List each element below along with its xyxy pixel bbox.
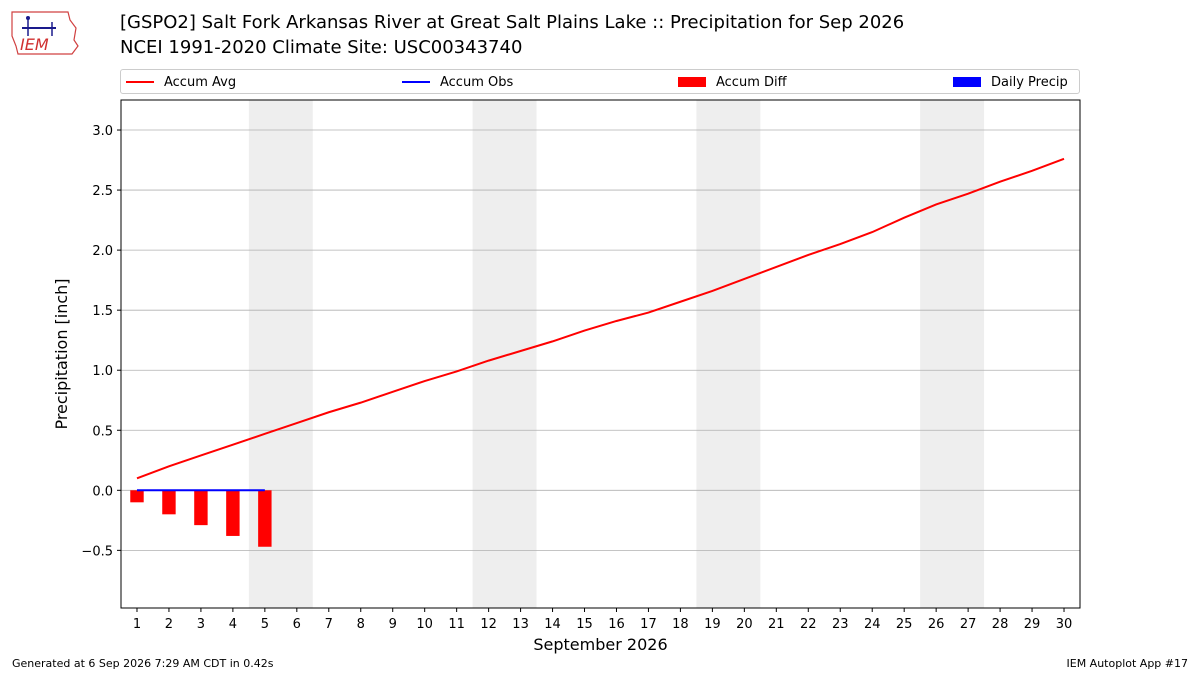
- legend-item-accum-diff: Accum Diff: [678, 74, 787, 90]
- x-tick-label: 22: [800, 617, 817, 632]
- x-tick-label: 6: [293, 617, 301, 632]
- accum-diff-bar: [162, 490, 176, 515]
- iem-logo-graphic: IEM: [11, 11, 79, 55]
- chart-legend: Accum Avg Accum Obs Accum Diff Daily Pre…: [120, 69, 1080, 94]
- x-tick-label: 4: [229, 617, 237, 632]
- accum-avg-line: [136, 157, 1065, 480]
- accum-diff-bar: [226, 490, 240, 536]
- series-lines: [136, 157, 1065, 492]
- x-tick-label: 12: [480, 617, 497, 632]
- x-tick-label: 28: [992, 617, 1009, 632]
- x-tick-label: 26: [928, 617, 945, 632]
- accum-diff-bar: [194, 490, 208, 526]
- accum-diff-bar: [258, 490, 272, 547]
- y-tick-label: 3.0: [92, 124, 113, 139]
- legend-label-accum-diff: Accum Diff: [716, 74, 787, 90]
- x-axis-label: September 2026: [533, 635, 667, 654]
- x-tick-label: 14: [544, 617, 561, 632]
- x-tick-label: 11: [448, 617, 465, 632]
- x-tick-label: 20: [736, 617, 753, 632]
- y-tick-label: 2.0: [92, 244, 113, 259]
- y-tick-label: −0.5: [81, 544, 113, 559]
- x-tick-label: 13: [512, 617, 529, 632]
- x-tick-label: 2: [165, 617, 173, 632]
- logo-text: IEM: [20, 35, 49, 54]
- x-tick-label: 9: [389, 617, 397, 632]
- x-tick-label: 10: [416, 617, 433, 632]
- grid-lines: [121, 129, 1080, 551]
- x-tick-label: 7: [325, 617, 333, 632]
- x-tick-label: 18: [672, 617, 689, 632]
- x-tick-label: 27: [960, 617, 977, 632]
- legend-label-accum-obs: Accum Obs: [440, 74, 514, 90]
- y-tick-label: 2.5: [92, 184, 113, 199]
- y-tick-label: 0.0: [92, 484, 113, 499]
- legend-swatch-accum-diff: [678, 77, 706, 87]
- x-tick-label: 24: [864, 617, 881, 632]
- weekend-band: [920, 100, 985, 608]
- x-tick-label: 3: [197, 617, 205, 632]
- bars: [130, 490, 272, 547]
- y-axis-label: Precipitation [inch]: [52, 278, 71, 429]
- x-tick-label: 15: [576, 617, 593, 632]
- iem-logo: IEM: [8, 6, 82, 58]
- legend-label-daily-precip: Daily Precip: [991, 74, 1068, 90]
- y-tick-label: 0.5: [92, 424, 113, 439]
- x-tick-label: 19: [704, 617, 721, 632]
- x-tick-label: 25: [896, 617, 913, 632]
- x-tick-label: 1: [133, 617, 141, 632]
- x-tick-label: 8: [357, 617, 365, 632]
- x-tick-label: 17: [640, 617, 657, 632]
- chart-title: [GSPO2] Salt Fork Arkansas River at Grea…: [120, 12, 905, 33]
- accum-diff-bar: [130, 490, 144, 503]
- legend-item-accum-avg: Accum Avg: [126, 74, 236, 90]
- legend-item-accum-obs: Accum Obs: [402, 74, 513, 90]
- legend-swatch-accum-avg: [126, 81, 154, 83]
- y-tick-label: 1.0: [92, 364, 113, 379]
- x-tick-label: 21: [768, 617, 785, 632]
- legend-swatch-accum-obs: [402, 81, 430, 83]
- footer-app: IEM Autoplot App #17: [1066, 657, 1189, 670]
- x-tick-label: 29: [1024, 617, 1041, 632]
- plot-frame: [120, 99, 1081, 609]
- weekend-band: [472, 100, 537, 608]
- x-tick-label: 23: [832, 617, 849, 632]
- x-tick-label: 30: [1056, 617, 1073, 632]
- footer-generated: Generated at 6 Sep 2026 7:29 AM CDT in 0…: [12, 657, 274, 670]
- x-tick-label: 16: [608, 617, 625, 632]
- y-tick-label: 1.5: [92, 304, 113, 319]
- weekend-shading: [248, 100, 985, 608]
- legend-swatch-daily-precip: [953, 77, 981, 87]
- legend-item-daily-precip: Daily Precip: [953, 74, 1068, 90]
- chart-subtitle: NCEI 1991-2020 Climate Site: USC00343740: [120, 37, 523, 58]
- y-axis: −0.5 0.0 0.5 1.0 1.5 2.0 2.5 3.0: [81, 124, 121, 559]
- legend-label-accum-avg: Accum Avg: [164, 74, 237, 90]
- weekend-band: [696, 100, 761, 608]
- x-axis: 1 2 3 4 5 6 7 8 9 10 11 12 13 14 15 16 17 18 19 20 21 22 23 24 2…: [133, 608, 1072, 632]
- x-tick-label: 5: [261, 617, 269, 632]
